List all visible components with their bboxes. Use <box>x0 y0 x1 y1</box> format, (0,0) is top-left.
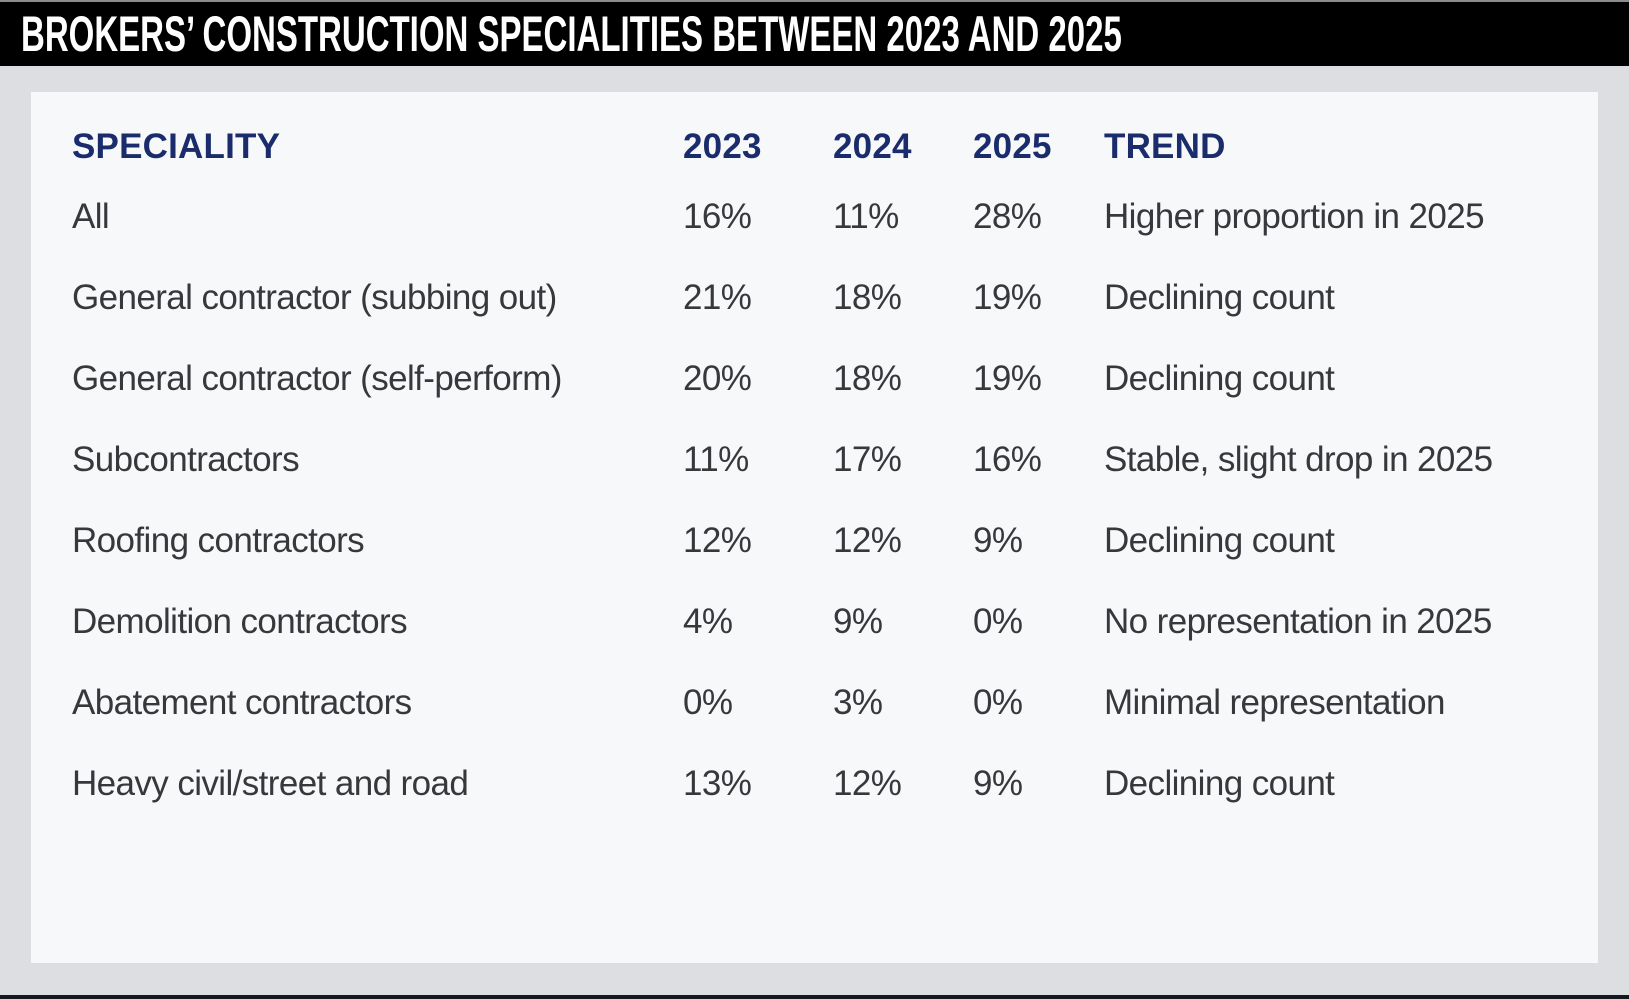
speciality-cell: Heavy civil/street and road <box>72 763 469 803</box>
trend-cell: Declining count <box>1104 358 1335 398</box>
specialities-table: SPECIALITY 2023 2024 2025 TREND All 16% 11… <box>31 92 1598 824</box>
trend-cell: Declining count <box>1104 277 1335 317</box>
header-trend: TREND <box>1104 127 1226 166</box>
top-edge-line <box>0 0 1629 2</box>
page-title: BROKERS’ CONSTRUCTION SPECIALITIES BETWE… <box>21 6 1122 62</box>
trend-cell: Minimal representation <box>1104 682 1445 722</box>
value-2024-cell: 12% <box>833 520 902 560</box>
header-2024: 2024 <box>833 127 912 166</box>
value-2025-cell: 0% <box>973 601 1023 641</box>
value-2023-cell: 21% <box>683 277 752 317</box>
value-2023-cell: 0% <box>683 682 733 722</box>
trend-cell: Stable, slight drop in 2025 <box>1104 439 1493 479</box>
value-2024-cell: 3% <box>833 682 883 722</box>
value-2023-cell: 16% <box>683 196 752 236</box>
title-bar: BROKERS’ CONSTRUCTION SPECIALITIES BETWE… <box>0 2 1629 66</box>
header-2023: 2023 <box>683 127 762 166</box>
speciality-cell: Subcontractors <box>72 439 300 479</box>
speciality-cell: Abatement contractors <box>72 682 412 722</box>
value-2024-cell: 18% <box>833 277 902 317</box>
value-2024-cell: 11% <box>833 196 899 236</box>
value-2023-cell: 12% <box>683 520 752 560</box>
value-2025-cell: 19% <box>973 358 1042 398</box>
table-panel: SPECIALITY 2023 2024 2025 TREND All 16% 11… <box>31 92 1598 963</box>
table-row: General contractor (self-perform) 20% 18% 1… <box>72 338 1557 419</box>
speciality-cell: All <box>72 196 110 236</box>
table-row: Heavy civil/street and road 13% 12% 9% Decli… <box>72 743 1557 824</box>
value-2025-cell: 0% <box>973 682 1023 722</box>
table-row: Subcontractors 11% 17% 16% Stable, slight dr… <box>72 419 1557 500</box>
table-row: All 16% 11% 28% Higher proportion in 2025 <box>72 176 1557 257</box>
value-2024-cell: 18% <box>833 358 902 398</box>
table-row: General contractor (subbing out) 21% 18% 19… <box>72 257 1557 338</box>
value-2023-cell: 13% <box>683 763 752 803</box>
speciality-cell: Demolition contractors <box>72 601 408 641</box>
table-row: Abatement contractors 0% 3% 0% Minimal repre… <box>72 662 1557 743</box>
trend-cell: Declining count <box>1104 520 1335 560</box>
speciality-cell: Roofing contractors <box>72 520 365 560</box>
value-2023-cell: 11% <box>683 439 749 479</box>
table-row: Roofing contractors 12% 12% 9% Declining cou… <box>72 500 1557 581</box>
value-2025-cell: 16% <box>973 439 1042 479</box>
value-2023-cell: 4% <box>683 601 733 641</box>
value-2025-cell: 28% <box>973 196 1042 236</box>
value-2024-cell: 9% <box>833 601 883 641</box>
trend-cell: Higher proportion in 2025 <box>1104 196 1485 236</box>
header-speciality: SPECIALITY <box>72 127 281 166</box>
value-2025-cell: 9% <box>973 763 1023 803</box>
speciality-cell: General contractor (self-perform) <box>72 358 562 398</box>
value-2023-cell: 20% <box>683 358 752 398</box>
value-2025-cell: 9% <box>973 520 1023 560</box>
table-row: Demolition contractors 4% 9% 0% No represent… <box>72 581 1557 662</box>
bottom-accent-bar <box>0 995 1629 999</box>
table-header-row: SPECIALITY 2023 2024 2025 TREND <box>72 118 1557 176</box>
value-2024-cell: 17% <box>833 439 902 479</box>
table-body: All 16% 11% 28% Higher proportion in 2025 Gen… <box>72 176 1557 824</box>
value-2024-cell: 12% <box>833 763 902 803</box>
value-2025-cell: 19% <box>973 277 1042 317</box>
header-2025: 2025 <box>973 127 1052 166</box>
speciality-cell: General contractor (subbing out) <box>72 277 557 317</box>
trend-cell: No representation in 2025 <box>1104 601 1492 641</box>
trend-cell: Declining count <box>1104 763 1335 803</box>
